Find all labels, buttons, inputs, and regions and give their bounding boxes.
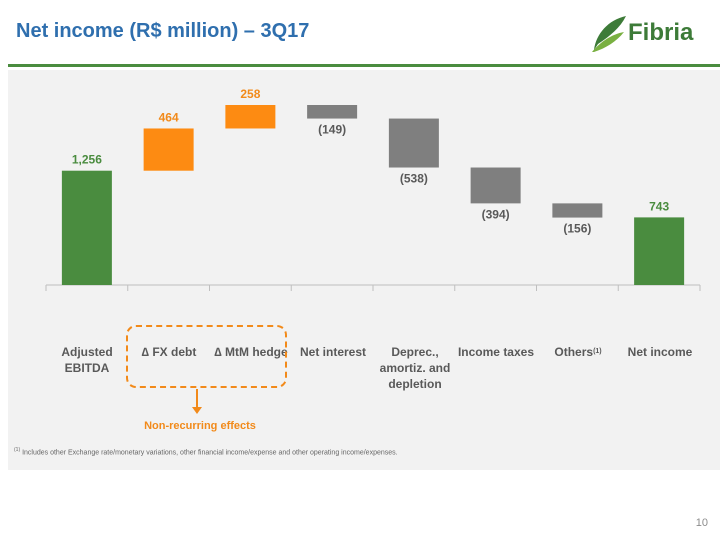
page-number: 10 [695,517,708,529]
others-text: Others [554,345,594,359]
category-label-mtm-hedge: ∆ MtM hedge [214,345,288,359]
fibria-logo: Fibria [590,14,710,54]
category-label-deprec: Deprec., amortiz. and depletion [379,345,451,391]
nonrecurring-arrow-line [196,389,198,409]
title-underline [8,64,720,67]
bar-6 [470,167,521,204]
category-label-income-taxes: Income taxes [457,345,535,359]
data-label-3: 258 [240,87,260,101]
data-label-2: 464 [159,110,179,124]
logo-wordmark: Fibria [628,19,694,46]
content-background [8,70,720,470]
data-label-7: (156) [563,222,591,236]
data-label-4: (149) [318,123,346,137]
nonrecurring-label: Non-recurring effects [144,420,256,432]
footnote-text: Includes other Exchange rate/monetary va… [22,449,398,457]
data-label-8: 743 [649,199,669,213]
category-label-fx-debt: ∆ FX debt [141,345,197,359]
nonrecurring-dashed-box [126,325,287,388]
category-label-adjusted-ebitda: Adjusted EBITDA [61,345,113,375]
category-label-net-income: Net income [627,345,693,359]
bar-2 [143,128,194,171]
data-label-6: (394) [482,207,510,221]
data-label-1: 1,256 [72,153,102,167]
bar-7 [552,203,603,218]
others-footnote-marker: (1) [593,348,602,355]
data-label-5: (538) [400,172,428,186]
bar-8 [634,217,685,285]
bar-5 [388,118,439,168]
category-label-net-interest: Net interest [299,345,367,359]
bar-1 [61,170,112,285]
slide-title: Net income (R$ million) – 3Q17 [16,20,310,42]
leaf-icon [592,16,626,52]
footnote: (1) Includes other Exchange rate/monetar… [14,447,398,456]
footnote-marker: (1) [14,447,21,453]
bar-4 [307,105,358,119]
category-label-others: Others(1) [537,344,619,360]
down-arrow-icon [192,407,202,414]
bar-3 [225,105,276,129]
